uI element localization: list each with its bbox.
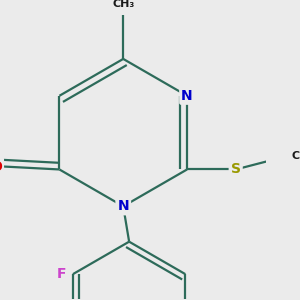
Text: F: F [56, 267, 66, 281]
Text: CH₃: CH₃ [112, 0, 134, 9]
Text: CH₃: CH₃ [292, 151, 300, 161]
Text: N: N [181, 89, 193, 103]
Text: S: S [231, 163, 241, 176]
Text: O: O [0, 160, 2, 173]
Text: N: N [117, 199, 129, 213]
